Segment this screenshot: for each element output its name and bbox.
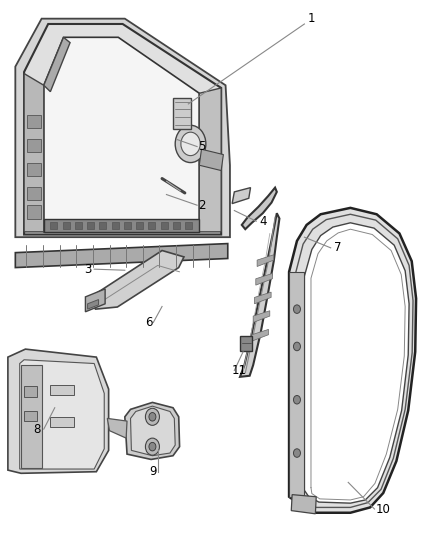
Polygon shape <box>24 411 37 421</box>
Text: 7: 7 <box>333 241 341 254</box>
Polygon shape <box>124 222 131 229</box>
Text: 4: 4 <box>259 215 267 228</box>
Polygon shape <box>88 251 184 309</box>
Polygon shape <box>44 37 199 232</box>
Polygon shape <box>50 385 74 395</box>
Polygon shape <box>131 406 175 456</box>
Text: 5: 5 <box>198 140 205 153</box>
Polygon shape <box>173 222 180 229</box>
Polygon shape <box>304 223 409 503</box>
Polygon shape <box>199 88 221 232</box>
Polygon shape <box>136 222 143 229</box>
Polygon shape <box>27 163 41 176</box>
Polygon shape <box>242 188 277 229</box>
Polygon shape <box>75 222 82 229</box>
Polygon shape <box>15 244 228 268</box>
Circle shape <box>145 438 159 455</box>
Polygon shape <box>24 74 44 232</box>
Polygon shape <box>20 360 104 469</box>
Polygon shape <box>291 495 316 514</box>
Polygon shape <box>27 139 41 152</box>
Circle shape <box>293 449 300 457</box>
Circle shape <box>145 408 159 425</box>
Text: 10: 10 <box>376 503 391 515</box>
Polygon shape <box>44 219 199 232</box>
Polygon shape <box>240 336 252 351</box>
Text: 1: 1 <box>307 12 315 25</box>
Polygon shape <box>88 300 99 309</box>
Polygon shape <box>254 292 271 304</box>
Polygon shape <box>253 311 270 322</box>
Text: 8: 8 <box>34 423 41 435</box>
Polygon shape <box>50 222 57 229</box>
Polygon shape <box>199 149 223 171</box>
Text: 6: 6 <box>145 316 153 329</box>
Polygon shape <box>44 37 70 92</box>
Circle shape <box>149 442 156 451</box>
Circle shape <box>175 125 206 163</box>
Polygon shape <box>24 386 37 397</box>
Text: 9: 9 <box>149 465 157 478</box>
Circle shape <box>293 305 300 313</box>
Circle shape <box>149 413 156 421</box>
Polygon shape <box>27 115 41 128</box>
Text: 11: 11 <box>231 364 246 377</box>
Polygon shape <box>27 187 41 200</box>
Polygon shape <box>107 418 127 438</box>
Polygon shape <box>252 329 268 341</box>
Polygon shape <box>87 222 94 229</box>
Polygon shape <box>185 222 192 229</box>
Polygon shape <box>27 205 41 219</box>
Polygon shape <box>24 24 221 235</box>
Polygon shape <box>240 213 279 377</box>
Polygon shape <box>21 365 42 468</box>
Polygon shape <box>85 289 105 312</box>
Text: 2: 2 <box>198 199 205 212</box>
Polygon shape <box>112 222 119 229</box>
Polygon shape <box>289 208 416 513</box>
Polygon shape <box>161 222 168 229</box>
Polygon shape <box>50 417 74 427</box>
Polygon shape <box>289 272 304 497</box>
Polygon shape <box>125 402 180 459</box>
Polygon shape <box>173 98 191 129</box>
Circle shape <box>293 342 300 351</box>
Text: 3: 3 <box>84 263 91 276</box>
Circle shape <box>293 395 300 404</box>
Circle shape <box>181 132 200 156</box>
Polygon shape <box>256 273 272 285</box>
Polygon shape <box>15 19 230 237</box>
Polygon shape <box>148 222 155 229</box>
Polygon shape <box>8 349 109 473</box>
Polygon shape <box>63 222 70 229</box>
Polygon shape <box>232 188 251 204</box>
Polygon shape <box>99 222 106 229</box>
Polygon shape <box>257 255 274 266</box>
